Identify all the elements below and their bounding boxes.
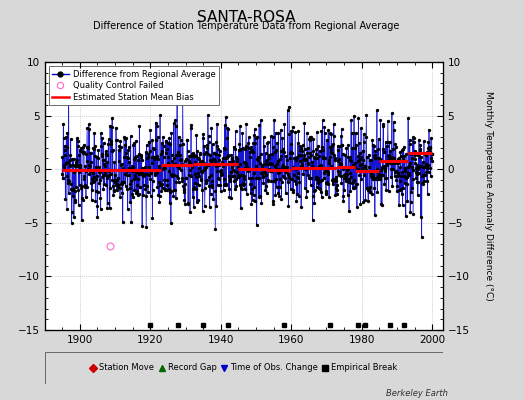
Text: Berkeley Earth: Berkeley Earth (386, 389, 448, 398)
Text: Difference of Station Temperature Data from Regional Average: Difference of Station Temperature Data f… (93, 21, 399, 31)
Legend: Difference from Regional Average, Quality Control Failed, Estimated Station Mean: Difference from Regional Average, Qualit… (49, 66, 219, 105)
Legend: Station Move, Record Gap, Time of Obs. Change, Empirical Break: Station Move, Record Gap, Time of Obs. C… (87, 360, 400, 376)
Text: SANTA-ROSA: SANTA-ROSA (197, 10, 296, 25)
Y-axis label: Monthly Temperature Anomaly Difference (°C): Monthly Temperature Anomaly Difference (… (484, 91, 493, 301)
